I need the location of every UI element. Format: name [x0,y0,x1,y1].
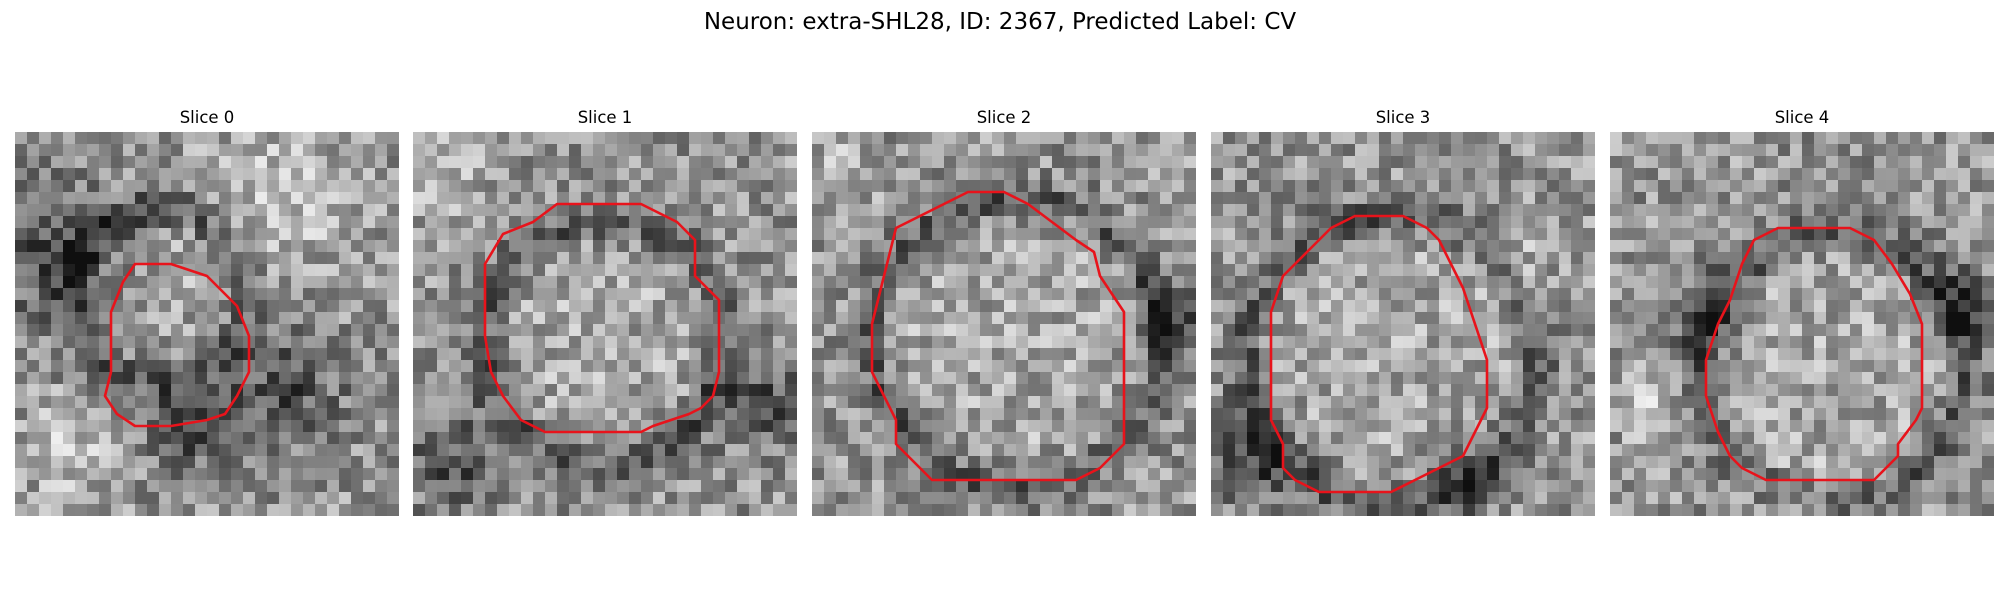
segmentation-contour [870,190,1126,482]
microscopy-image [15,132,399,516]
slice-title: Slice 1 [577,108,633,127]
microscopy-image [413,132,797,516]
microscopy-image [1610,132,1994,516]
microscopy-image [812,132,1196,516]
slice-panel: Slice 1 [413,108,797,516]
figure-title: Neuron: extra-SHL28, ID: 2367, Predicted… [703,9,1297,35]
slice-panel: Slice 4 [1610,108,1994,516]
slice-title: Slice 4 [1774,108,1830,127]
slice-panel: Slice 0 [15,108,399,516]
segmentation-contour [1704,226,1924,482]
slice-title: Slice 3 [1375,108,1431,127]
segmentation-contour [483,202,721,434]
slice-title: Slice 2 [976,108,1032,127]
segmentation-contour [103,262,251,428]
slice-title: Slice 0 [179,108,235,127]
microscopy-image [1211,132,1595,516]
segmentation-contour [1269,214,1489,494]
slice-panel: Slice 2 [812,108,1196,516]
slice-panel: Slice 3 [1211,108,1595,516]
